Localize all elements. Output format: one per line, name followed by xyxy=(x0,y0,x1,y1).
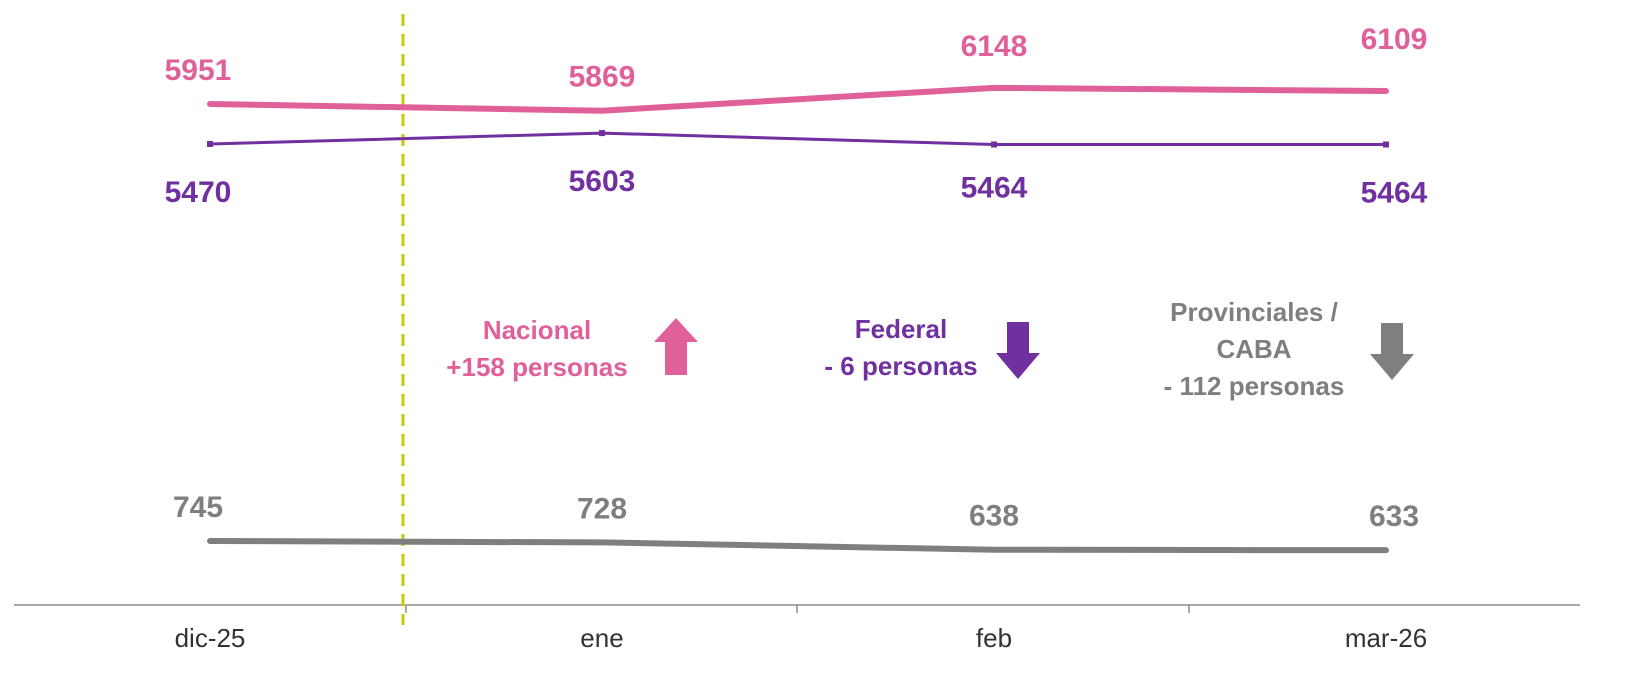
data-label: 633 xyxy=(1369,500,1419,533)
annotation-text: - 6 personas xyxy=(824,351,978,381)
annotation-title: Nacional xyxy=(482,315,592,345)
x-tick-label: ene xyxy=(580,623,623,653)
data-label: 5603 xyxy=(569,165,636,198)
annotation-text: +158 personas xyxy=(446,352,628,382)
up-arrow xyxy=(654,318,698,375)
down-arrow xyxy=(1370,323,1414,380)
x-tick-label: mar-26 xyxy=(1345,623,1427,653)
data-label: 5470 xyxy=(165,176,232,209)
x-tick-label: dic-25 xyxy=(175,623,246,653)
down-arrow xyxy=(996,322,1040,379)
data-label: 745 xyxy=(173,491,223,524)
series-line xyxy=(207,84,1389,114)
annotation-text: - 112 personas xyxy=(1163,371,1345,401)
data-label: 5464 xyxy=(1361,176,1428,209)
series-line xyxy=(208,131,1388,146)
marker xyxy=(599,130,605,137)
data-label: 638 xyxy=(969,500,1019,533)
marker xyxy=(1383,141,1389,148)
annotation-title: Provinciales / CABA xyxy=(1170,297,1338,364)
data-label: 5464 xyxy=(961,171,1028,204)
data-label: 6148 xyxy=(961,30,1028,63)
marker xyxy=(991,141,997,148)
annotation: Nacional +158 personas xyxy=(407,312,667,386)
annotation: Provinciales / CABA - 112 personas xyxy=(1144,294,1364,405)
series-line xyxy=(207,538,1389,554)
data-label: 5869 xyxy=(569,61,636,94)
data-label: 6109 xyxy=(1361,23,1428,56)
data-label: 5951 xyxy=(165,54,232,87)
marker xyxy=(207,141,213,147)
data-label: 728 xyxy=(577,492,627,525)
annotation-title: Federal xyxy=(854,314,948,344)
x-tick-label: feb xyxy=(976,623,1012,653)
annotation: Federal - 6 personas xyxy=(771,311,1031,385)
